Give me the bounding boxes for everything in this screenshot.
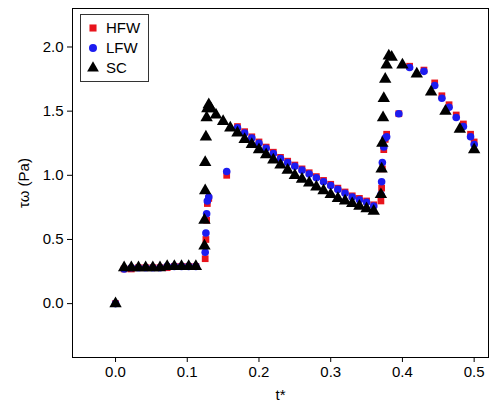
svg-text:0.2: 0.2 bbox=[249, 363, 270, 380]
svg-text:0.5: 0.5 bbox=[43, 230, 64, 247]
svg-text:0.1: 0.1 bbox=[177, 363, 198, 380]
svg-text:τω (Pa): τω (Pa) bbox=[15, 158, 32, 208]
html-text:SC: SC bbox=[106, 59, 127, 76]
svg-text:0.4: 0.4 bbox=[392, 363, 413, 380]
svg-text:1.0: 1.0 bbox=[43, 166, 64, 183]
svg-text:0.0: 0.0 bbox=[43, 294, 64, 311]
html-text:HFW: HFW bbox=[106, 19, 141, 36]
svg-text:t*: t* bbox=[275, 386, 285, 403]
html-text:LFW: LFW bbox=[106, 39, 138, 56]
svg-text:1.5: 1.5 bbox=[43, 102, 64, 119]
svg-text:0.3: 0.3 bbox=[320, 363, 341, 380]
svg-text:2.0: 2.0 bbox=[43, 38, 64, 55]
svg-text:0.5: 0.5 bbox=[464, 363, 485, 380]
svg-text:0.0: 0.0 bbox=[105, 363, 126, 380]
